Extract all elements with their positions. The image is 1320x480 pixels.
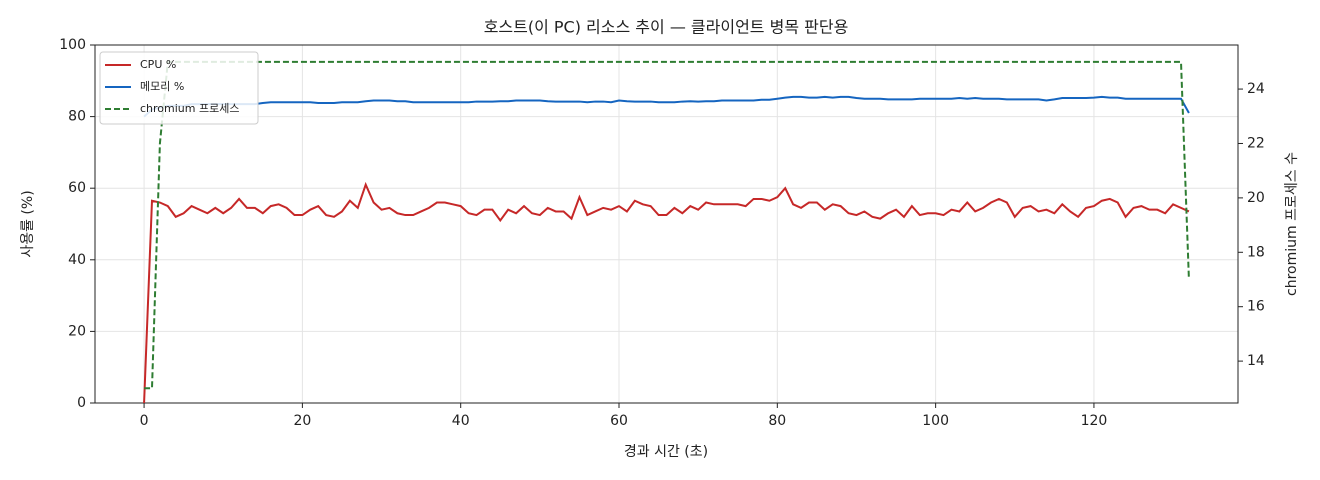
x-tick-label: 120 [1081,413,1108,429]
y2-tick-label: 18 [1247,244,1265,260]
y2-tick-label: 16 [1247,299,1265,315]
y2-tick-label: 20 [1247,190,1265,206]
y-tick-label: 80 [68,109,86,125]
x-tick-label: 40 [452,413,470,429]
data-line [143,95,1190,118]
y-tick-label: 40 [68,252,86,268]
y2-axis-label: chromium 프로세스 수 [1284,152,1300,296]
chart-title: 호스트(이 PC) 리소스 추이 — 클라이언트 병목 판단용 [484,18,849,37]
y2-tick-label: 14 [1247,353,1265,369]
legend-label: chromium 프로세스 [140,102,239,115]
y2-tick-label: 22 [1247,135,1265,151]
legend-box [99,51,259,125]
data-line [143,181,1190,404]
y-tick-label: 0 [77,395,86,411]
y2-tick-label: 24 [1247,81,1265,97]
legend: CPU % 메모리 % chromium 프로세스 [99,51,259,125]
y-axis-label: 사용률 (%) [20,190,36,257]
x-tick-label: 0 [140,413,149,429]
y-tick-label: 20 [68,323,86,339]
x-tick-label: 100 [922,413,949,429]
legend-label: CPU % [140,58,176,71]
legend-label: 메모리 % [140,80,184,93]
data-line [144,60,1190,390]
y-tick-label: 100 [59,37,86,53]
y-tick-label: 60 [68,180,86,196]
x-tick-label: 60 [610,413,628,429]
x-tick-label: 80 [768,413,786,429]
x-tick-label: 20 [293,413,311,429]
plot-frame [94,44,1239,404]
x-axis-label: 경과 시간 (초) [624,444,708,460]
